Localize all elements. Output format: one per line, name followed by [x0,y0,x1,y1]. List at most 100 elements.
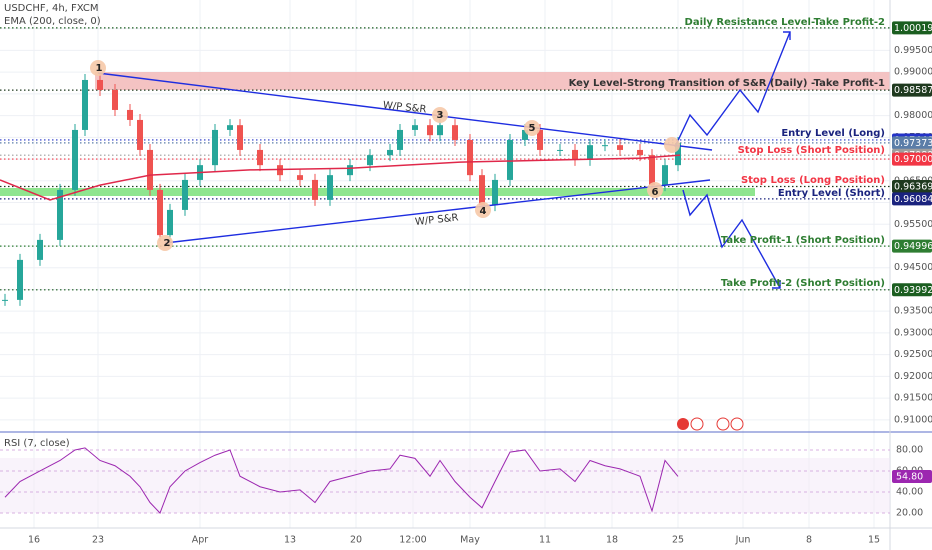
point-label: 5 [529,123,536,134]
candle [587,145,593,160]
candle [167,209,173,236]
candle [427,125,433,136]
point-marker [524,120,540,136]
price-tag [892,136,932,150]
candle [649,155,655,186]
candle [492,179,498,206]
candle [662,165,668,186]
x-tick-label: 12:00 [399,535,426,546]
point-marker [664,137,680,153]
support-zone [0,188,755,196]
y-tick-label: 80.00 [896,444,923,455]
price-tag [892,179,932,193]
candle [602,145,608,147]
point-marker [157,235,173,251]
price-tag-label: 0.97000 [894,154,932,165]
price-tag [892,21,932,35]
candle [312,179,318,200]
candle [82,79,88,130]
x-tick-label: 16 [28,535,40,546]
x-tick-label: Apr [192,535,209,546]
badge [677,418,689,430]
x-tick-label: 15 [868,535,880,546]
trend-label: W/P S&R [414,212,459,227]
resistance-zone [95,72,890,90]
candle [147,149,153,190]
price-tag [892,152,932,166]
price-tag [892,283,932,297]
y-tick-label: 0.91000 [894,414,932,425]
point-label: 3 [437,110,444,121]
rsi-band [0,458,890,513]
price-tag [892,239,932,253]
rsi-line [4,447,679,514]
candle [97,79,103,90]
price-tag-label: 0.96369 [894,181,932,192]
x-tick-label: 11 [539,535,551,546]
x-tick-label: Jun [735,535,751,546]
trend-line-upper [97,72,713,151]
price-tag [892,192,932,206]
candle [637,149,643,156]
candle [437,125,443,136]
price-tag-label: 1.00019 [894,23,932,34]
point-marker [432,107,448,123]
x-tick-label: 18 [606,535,618,546]
price-tag-label: 0.93992 [894,285,932,296]
point-marker [475,202,491,218]
annotation: Take Profit-1 (Short Position) [721,235,885,246]
badge [730,417,744,431]
point-label: 6 [652,187,659,198]
y-tick-label: 0.92500 [894,349,932,360]
candle [2,299,8,301]
y-tick-label: 0.93500 [894,306,932,317]
price-tag-label: 0.94996 [894,241,932,252]
price-tag-label: 0.98587 [894,85,932,96]
candle [675,142,681,166]
candle [572,149,578,160]
candle [137,119,143,150]
y-tick-label: 20.00 [896,508,923,519]
candle [522,129,528,140]
candle [237,125,243,150]
x-tick-label: 25 [672,535,684,546]
price-tags: 1.000190.985870.974400.973730.970890.970… [892,21,932,297]
point-label: 4 [480,206,487,217]
candle [127,109,133,120]
candle [452,125,458,140]
x-tick-label: 13 [284,535,296,546]
rsi-title: RSI (7, close) [4,438,70,449]
annotation: Stop Loss (Long Position) [741,175,885,186]
badge [690,417,704,431]
candle [507,139,513,180]
drawings: 1 2 3 4 5 6 W/P S&R W/P S&R [90,31,791,289]
annotation: Key Level-Strong Transition of S&R (Dail… [569,78,885,89]
arrow-head [783,31,791,40]
candle [467,139,473,176]
x-tick-label: 20 [350,535,362,546]
y-tick-label: 40.00 [896,487,923,498]
candle [537,129,543,150]
y-tick-label: 0.95500 [894,219,932,230]
ema-line [0,154,681,201]
point-marker [90,60,106,76]
price-tag-label: 0.96084 [894,194,932,205]
candle [387,149,393,156]
candle [557,149,563,151]
trend-line-lower [164,179,711,244]
rsi-tag-label: 54.80 [896,471,923,482]
candle [227,125,233,130]
candle [479,175,485,206]
candle [367,155,373,166]
candle [412,125,418,130]
candle [257,149,263,166]
point-label: 2 [164,238,171,249]
y-tick-label: 0.98000 [894,110,932,121]
price-tag [892,83,932,97]
short-path [682,189,781,289]
candle [57,189,63,240]
point-label: 1 [96,63,103,74]
price-tag-label: 0.97373 [894,138,932,149]
x-tick-label: 8 [806,535,812,546]
